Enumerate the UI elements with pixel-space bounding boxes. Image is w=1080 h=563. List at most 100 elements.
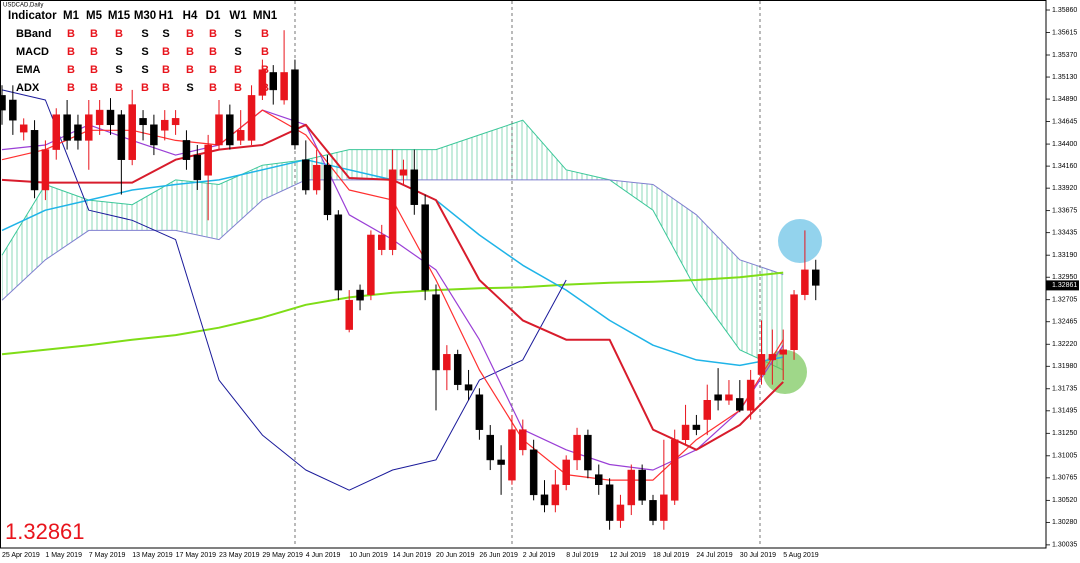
x-tick-label: 14 Jun 2019	[393, 552, 432, 559]
candle-body	[779, 349, 787, 355]
signal-cell: B	[115, 82, 123, 94]
candle-body	[768, 354, 777, 361]
candle-body	[128, 104, 136, 160]
candle-body	[595, 474, 603, 485]
price-marker	[1046, 280, 1079, 291]
candle-body	[280, 72, 288, 101]
candle-body	[660, 494, 668, 521]
signal-cell: B	[234, 64, 242, 76]
candle-body	[443, 354, 451, 371]
y-tick-label: 1.30520	[1052, 497, 1077, 504]
table-header-cell: M5	[86, 10, 103, 22]
candle-body	[573, 434, 581, 461]
candle-body	[801, 269, 809, 295]
candle-body	[269, 72, 277, 91]
table-row-label: EMA	[16, 64, 41, 76]
table-row-label: ADX	[16, 82, 40, 94]
y-tick-label: 1.35860	[1052, 7, 1077, 14]
signal-cell: B	[234, 82, 242, 94]
candle-body	[725, 394, 733, 401]
y-tick-label: 1.34890	[1052, 96, 1077, 103]
candle-body	[247, 95, 256, 141]
y-tick-label: 1.34645	[1052, 118, 1077, 125]
candle-body	[367, 234, 375, 295]
y-tick-label: 1.35130	[1052, 74, 1077, 81]
signal-cell: B	[261, 64, 269, 76]
candle-body	[171, 118, 180, 126]
candle-body	[345, 299, 353, 330]
candle-body	[150, 124, 158, 146]
x-tick-label: 29 May 2019	[262, 552, 303, 559]
price-marker-label: 1.32861	[1052, 282, 1077, 289]
candle-body	[529, 449, 538, 496]
current-price: 1.32861	[5, 519, 85, 544]
y-tick-label: 1.30765	[1052, 475, 1077, 482]
y-tick-label: 1.30035	[1052, 542, 1077, 549]
y-tick-label: 1.33920	[1052, 185, 1077, 192]
y-tick-label: 1.31980	[1052, 363, 1077, 370]
candle-body	[475, 394, 484, 430]
table-header-cell: M1	[63, 10, 80, 22]
signal-cell: B	[209, 28, 217, 40]
signal-cell: B	[115, 28, 123, 40]
x-tick-label: 13 May 2019	[132, 552, 173, 559]
candle-body	[193, 154, 202, 181]
signal-cell: S	[234, 28, 241, 40]
x-tick-label: 25 Apr 2019	[2, 552, 40, 559]
x-tick-label: 18 Jul 2019	[653, 552, 689, 559]
signal-cell: B	[209, 64, 217, 76]
indicator-line	[1, 271, 784, 356]
candle-body	[453, 354, 462, 385]
candle-body	[85, 114, 93, 141]
candle-body	[638, 469, 646, 501]
table-header-cell: D1	[206, 10, 221, 22]
signal-cell: S	[162, 28, 169, 40]
x-tick-label: 1 May 2019	[45, 552, 82, 559]
candle-body	[486, 434, 494, 461]
table-row-label: BBand	[16, 28, 51, 40]
candle-body	[9, 99, 17, 121]
candle-body	[52, 114, 60, 150]
signal-cell: B	[186, 46, 194, 58]
signal-cell: S	[115, 64, 122, 76]
candle-body	[161, 119, 169, 131]
candle-body	[204, 144, 212, 176]
y-tick-label: 1.31005	[1052, 453, 1077, 460]
y-tick-label: 1.31495	[1052, 408, 1077, 415]
x-tick-label: 5 Aug 2019	[783, 552, 819, 559]
candle-body	[692, 424, 701, 430]
signal-cell: B	[90, 28, 98, 40]
signal-cell: B	[162, 82, 170, 94]
candle-body	[226, 114, 234, 146]
x-tick-label: 17 May 2019	[176, 552, 217, 559]
candle-body	[334, 214, 343, 291]
axis-layer: 1.35860 1.35615 1.35370 1.35130 1.34890 1.346…	[2, 7, 1079, 559]
candle-body	[703, 400, 711, 420]
candle-body	[258, 69, 267, 96]
signal-cell: B	[67, 46, 75, 58]
x-tick-label: 2 Jul 2019	[523, 552, 555, 559]
signal-cell: B	[162, 46, 170, 58]
indicator-line	[1, 89, 567, 491]
signal-cell: B	[90, 82, 98, 94]
candle-body	[0, 95, 6, 111]
candle-body	[356, 289, 364, 301]
x-tick-label: 8 Jul 2019	[566, 552, 598, 559]
candle-body	[790, 294, 798, 351]
signal-cell: B	[67, 64, 75, 76]
highlight-circle	[778, 219, 822, 263]
candle-body	[508, 429, 516, 481]
candle-body	[236, 130, 245, 141]
candle-body	[215, 114, 223, 146]
candle-body	[312, 164, 321, 191]
candle-body	[302, 159, 310, 191]
candle-body	[562, 459, 570, 485]
x-tick-label: 23 May 2019	[219, 552, 260, 559]
x-tick-label: 12 Jul 2019	[610, 552, 646, 559]
candle-body	[117, 114, 126, 160]
signal-cell: B	[261, 46, 269, 58]
candle-body	[736, 398, 744, 411]
